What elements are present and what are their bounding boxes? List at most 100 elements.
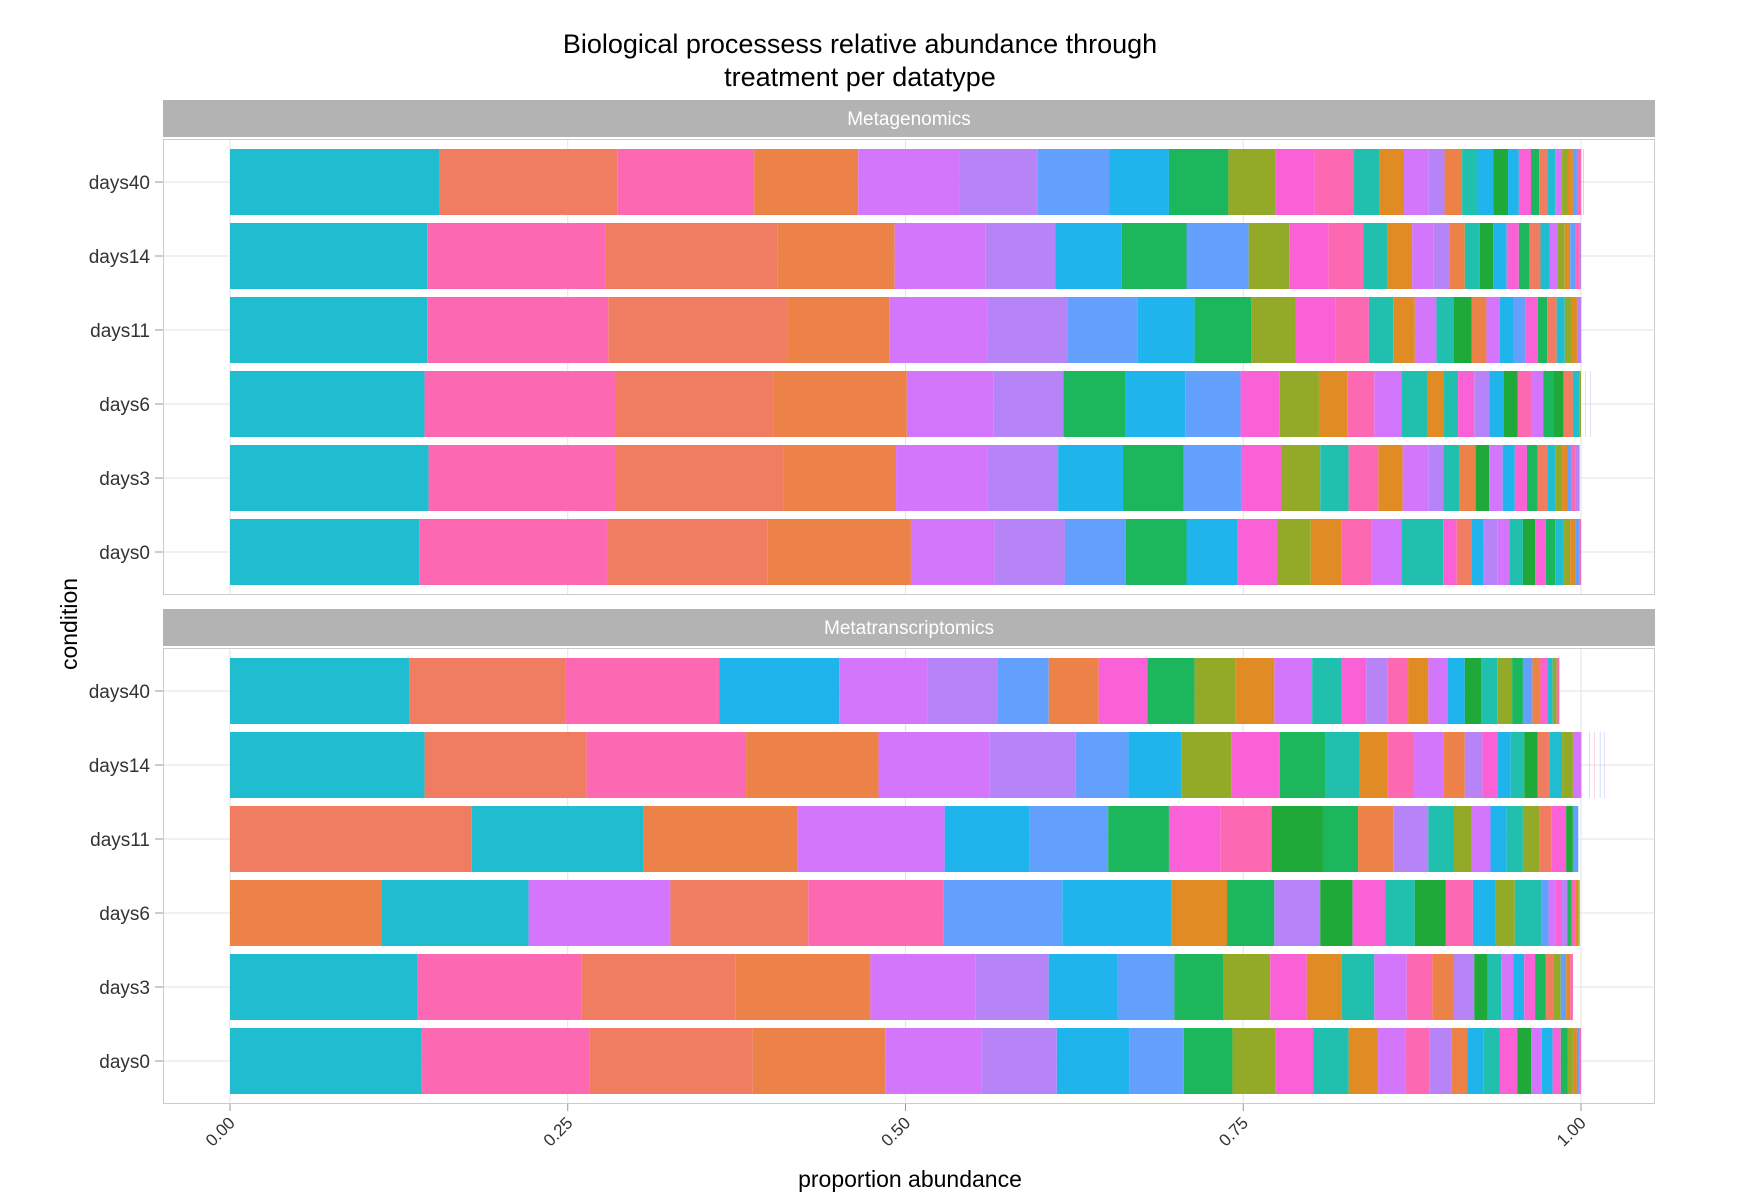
bar-segment — [230, 658, 410, 724]
y-tick-label: days3 — [99, 978, 150, 999]
bar-segment — [1194, 658, 1236, 724]
bar-segment — [1428, 658, 1448, 724]
panel-background — [163, 648, 1655, 1104]
bar-segment — [1275, 149, 1315, 215]
bar-segment — [735, 954, 871, 1020]
bar-segment — [1231, 732, 1280, 798]
bar-segment — [885, 1028, 982, 1094]
x-tick-label: 1.00 — [1553, 1113, 1590, 1150]
bar-segment — [424, 732, 587, 798]
bar-segment — [1449, 223, 1465, 289]
bar-segment — [997, 658, 1049, 724]
x-tick-label: 0.50 — [877, 1113, 914, 1150]
bar-segment — [1098, 658, 1148, 724]
bar-segment — [1454, 806, 1472, 872]
bar-segment — [1374, 954, 1407, 1020]
bar-segment — [1503, 371, 1518, 437]
bar-segment — [1518, 223, 1530, 289]
y-tick-label: days40 — [89, 173, 150, 194]
bar-segment — [975, 954, 1049, 1020]
bar-segment — [1108, 806, 1169, 872]
bar-segment — [1368, 297, 1394, 363]
bar-segment — [230, 297, 428, 363]
bar-segment — [1055, 223, 1122, 289]
bar-segment — [959, 149, 1038, 215]
bar-segment — [1576, 149, 1581, 215]
bar-segment — [1489, 371, 1504, 437]
bar-segment — [1232, 1028, 1276, 1094]
bar-segment — [1129, 1028, 1184, 1094]
bar-segment — [906, 371, 994, 437]
bar-segment — [1227, 880, 1275, 946]
bar-segment — [1186, 223, 1249, 289]
bar-segment — [1531, 149, 1540, 215]
bar-segment — [1447, 658, 1465, 724]
bar-days14 — [230, 223, 1581, 289]
bar-segment — [1510, 732, 1525, 798]
bar-segment — [230, 445, 429, 511]
bar-days40 — [230, 149, 1585, 215]
bar-segment — [1579, 223, 1581, 289]
bar-days11 — [230, 806, 1579, 872]
bar-segment — [1393, 297, 1415, 363]
bar-segment — [1499, 297, 1514, 363]
chart-title-line-2: treatment per datatype — [724, 62, 996, 92]
bar-segment — [230, 1028, 422, 1094]
bar-segment — [808, 880, 944, 946]
bar-segment — [1183, 445, 1242, 511]
bar-segment — [943, 880, 1063, 946]
bar-segment — [1401, 371, 1427, 437]
bar-segment — [1289, 223, 1329, 289]
panel-background — [163, 139, 1655, 595]
y-tick-label: days6 — [99, 904, 150, 925]
bar-segment — [1508, 149, 1519, 215]
bar-segment — [230, 732, 425, 798]
bar-segment — [1433, 223, 1450, 289]
bar-segment — [1551, 806, 1567, 872]
bar-segment — [1058, 445, 1124, 511]
bar-segment — [1359, 732, 1388, 798]
bar-segment — [1537, 732, 1550, 798]
bar-segment — [1328, 223, 1364, 289]
bar-days11 — [230, 297, 1582, 363]
bar-segment — [1547, 445, 1556, 511]
bar-segment — [1454, 954, 1475, 1020]
bar-segment — [439, 149, 618, 215]
bar-segment — [1497, 519, 1510, 585]
bar-days0 — [230, 1028, 1581, 1094]
bar-segment — [1402, 445, 1429, 511]
bar-segment — [1571, 445, 1576, 511]
bar-segment — [1562, 732, 1573, 798]
bar-segment — [1274, 658, 1313, 724]
bar-segment — [1566, 806, 1573, 872]
bar-segment — [1459, 445, 1476, 511]
bar-segment — [1514, 880, 1542, 946]
bar-segment — [1443, 519, 1457, 585]
bar-segment — [1067, 297, 1138, 363]
bar-segment — [1414, 880, 1446, 946]
bar-segment — [1429, 1028, 1452, 1094]
bar-segment — [1475, 445, 1490, 511]
bar-segment — [889, 297, 988, 363]
bar-segment — [1575, 519, 1580, 585]
bar-segment — [1526, 445, 1538, 511]
bar-segment — [1471, 519, 1484, 585]
bar-segment — [1436, 297, 1455, 363]
bar-segment — [1489, 445, 1503, 511]
bar-segment — [1567, 149, 1573, 215]
bar-segment — [1531, 371, 1544, 437]
bar-segment — [1482, 732, 1498, 798]
bar-segment — [1537, 297, 1548, 363]
bar-segment — [1125, 519, 1187, 585]
y-tick-label: days14 — [89, 756, 151, 777]
bar-days3 — [230, 954, 1573, 1020]
bar-segment — [1537, 445, 1548, 511]
bar-segment — [230, 223, 428, 289]
bar-segment — [989, 732, 1076, 798]
bar-segment — [417, 954, 582, 1020]
y-tick-label: days11 — [90, 830, 150, 851]
x-axis: 0.00 0.25 0.50 0.75 1.00 — [202, 1104, 1590, 1150]
bar-segment — [1408, 658, 1429, 724]
bar-segment — [1499, 1028, 1518, 1094]
bar-segment — [994, 519, 1065, 585]
